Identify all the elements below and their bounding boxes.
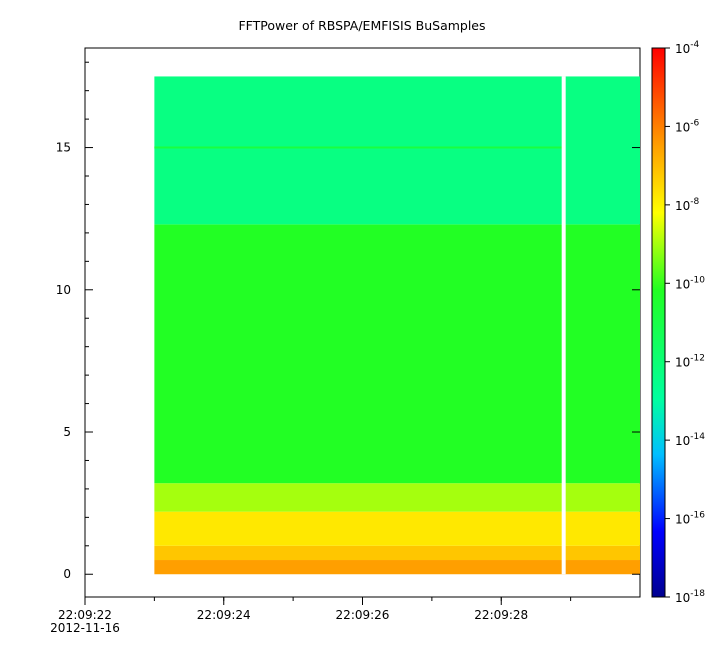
colorbar-tick-label-3: 10-12 bbox=[675, 354, 705, 370]
x-tick-label-0: 22:09:22 bbox=[58, 608, 112, 622]
y-tick-label-0: 0 bbox=[63, 567, 71, 581]
x-tick-label-3: 22:09:28 bbox=[474, 608, 528, 622]
y-tick-label-2: 10 bbox=[56, 283, 71, 297]
colorbar-tick-label-1: 10-16 bbox=[675, 511, 705, 527]
x-tick-date-label: 2012-11-16 bbox=[50, 621, 120, 635]
colorbar-tick-label-2: 10-14 bbox=[675, 432, 705, 448]
colorbar bbox=[651, 47, 666, 598]
y-axis: 0 5 10 15 bbox=[56, 61, 640, 581]
spectrogram-band-5 bbox=[154, 76, 640, 225]
colorbar-tick-label-6: 10-6 bbox=[675, 118, 700, 134]
heatmap-layer bbox=[154, 76, 640, 575]
colorbar-tick-label-7: 10-4 bbox=[675, 40, 700, 56]
spectrogram-band-3 bbox=[154, 483, 640, 512]
colorbar-axis: 10-18 10-16 10-14 10-12 10-10 10-8 10-6 10-4 bbox=[665, 40, 705, 605]
colorbar-tick-label-4: 10-10 bbox=[675, 275, 705, 291]
data-gap bbox=[561, 76, 566, 575]
y-tick-label-3: 15 bbox=[56, 141, 71, 155]
x-tick-label-2: 22:09:26 bbox=[336, 608, 390, 622]
spectrogram-band-1 bbox=[154, 545, 640, 561]
spectrogram-band-0 bbox=[154, 560, 640, 575]
chart-title: FFTPower of RBSPA/EMFISIS BuSamples bbox=[238, 18, 485, 33]
y-tick-label-1: 5 bbox=[63, 425, 71, 439]
spectrogram-band-2 bbox=[154, 511, 640, 546]
x-tick-label-1: 22:09:24 bbox=[197, 608, 251, 622]
colorbar-tick-label-0: 10-18 bbox=[675, 589, 705, 605]
spectrogram-band-4 bbox=[154, 224, 640, 484]
colorbar-tick-label-5: 10-8 bbox=[675, 197, 700, 213]
